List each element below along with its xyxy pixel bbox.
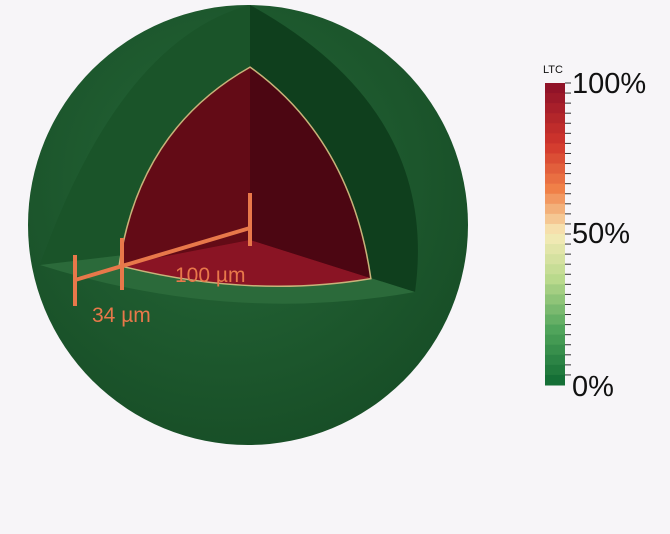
colorbar-segment bbox=[545, 254, 565, 265]
colorbar-segment bbox=[545, 334, 565, 346]
colorbar-segment bbox=[545, 324, 565, 336]
colorbar-segment bbox=[545, 173, 565, 185]
colorbar-segment bbox=[545, 234, 565, 245]
colorbar-segment bbox=[545, 264, 565, 275]
core-face-right bbox=[250, 68, 370, 278]
scale-line bbox=[74, 226, 251, 282]
colorbar-segment bbox=[545, 203, 565, 215]
scale-bars bbox=[73, 193, 252, 306]
colorbar-segment bbox=[545, 113, 565, 124]
colorbar-segment bbox=[545, 344, 565, 356]
inner-radius-label: 100 µm bbox=[175, 264, 245, 287]
colorbar-segment bbox=[545, 354, 565, 366]
colorbar-segment bbox=[545, 183, 565, 195]
colorbar-segment bbox=[545, 374, 565, 386]
colorbar-segment bbox=[545, 213, 565, 225]
colorbar-segment bbox=[545, 83, 565, 94]
colorbar-segment bbox=[545, 93, 565, 104]
colorbar-segment bbox=[545, 153, 565, 165]
colorbar-segment bbox=[545, 143, 565, 154]
colorbar-segment bbox=[545, 223, 565, 235]
colorbar-segment bbox=[545, 133, 565, 144]
colorbar-segment bbox=[545, 193, 565, 205]
colorbar-segment bbox=[545, 294, 565, 305]
colorbar-segment bbox=[545, 163, 565, 175]
colorbar-segment bbox=[545, 304, 565, 316]
core-face-bottom bbox=[120, 240, 370, 286]
colorbar bbox=[545, 82, 571, 386]
colorbar-label: 50% bbox=[572, 218, 630, 250]
colorbar-segment bbox=[545, 123, 565, 134]
colorbar-title: LTC bbox=[543, 64, 563, 76]
colorbar-segment bbox=[545, 244, 565, 255]
colorbar-segment bbox=[545, 364, 565, 376]
colorbar-segment bbox=[545, 274, 565, 285]
colorbar-label: 0% bbox=[572, 371, 614, 403]
core-face-left bbox=[120, 68, 250, 265]
colorbar-segment bbox=[545, 284, 565, 295]
colorbar-label: 100% bbox=[572, 68, 646, 100]
shell-thickness-label: 34 µm bbox=[92, 304, 151, 327]
sphere bbox=[28, 5, 468, 445]
colorbar-segment bbox=[545, 314, 565, 326]
colorbar-segment bbox=[545, 103, 565, 114]
